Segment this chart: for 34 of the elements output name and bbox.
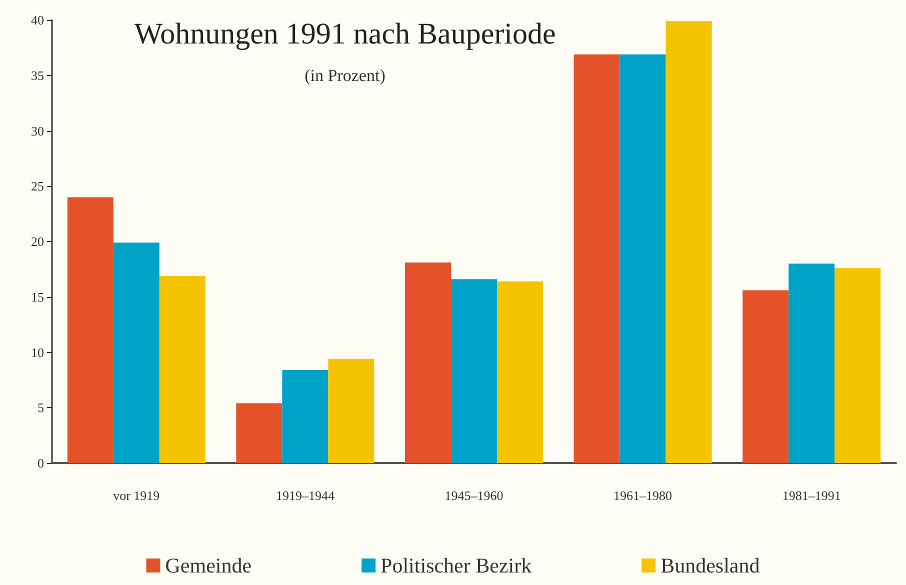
text: (in Prozent) [304, 66, 386, 85]
bar [834, 268, 881, 463]
bar [451, 279, 497, 463]
bar [574, 54, 620, 463]
bar [742, 290, 789, 463]
y-tick-label: 0 [38, 456, 44, 470]
y-tick-label: 10 [31, 344, 44, 360]
bar [328, 358, 374, 463]
bar [405, 262, 451, 463]
legend-label: Bundesland [660, 554, 760, 578]
y-tick-label: 20 [31, 234, 44, 249]
y-tick-label: 30 [31, 123, 44, 138]
bar [113, 242, 160, 463]
bar [236, 403, 282, 463]
legend-label: Politischer Bezirk [380, 554, 532, 578]
bar [788, 264, 835, 463]
x-tick-label: 1945–1960 [444, 488, 504, 503]
x-tick-label: vor 1919 [113, 488, 160, 503]
chart-title: Wohnungen 1991 nach Bauperiode [134, 18, 556, 50]
x-tick-label: 1919–1944 [276, 488, 335, 503]
y-tick-label: 35 [31, 68, 44, 83]
bar [620, 54, 666, 463]
bar [282, 370, 328, 463]
y-tick-label: 40 [31, 12, 44, 28]
bar [159, 276, 206, 463]
y-tick-label: 25 [31, 178, 44, 194]
y-tick-label: 5 [38, 400, 44, 416]
bar [497, 281, 543, 463]
y-tick-label: 15 [31, 289, 44, 304]
x-tick-label: 1981–1991 [782, 488, 841, 503]
x-tick-label: 1961–1980 [614, 488, 672, 503]
bar [67, 197, 114, 463]
legend-label: Gemeinde [165, 554, 252, 578]
bar [666, 21, 712, 463]
